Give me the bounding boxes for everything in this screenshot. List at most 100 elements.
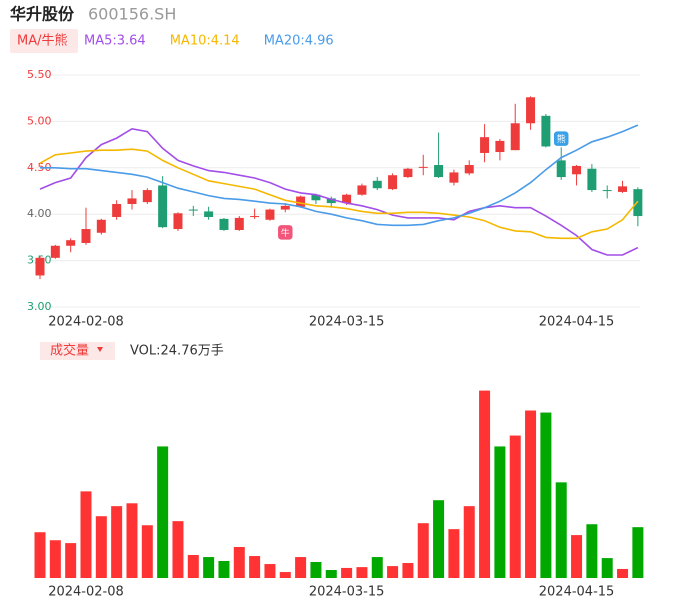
- volume-bar: [525, 410, 537, 578]
- candle-body: [188, 209, 198, 211]
- candle-body: [66, 240, 76, 246]
- candle-body: [388, 175, 398, 190]
- signal-label: 熊: [557, 133, 566, 145]
- vol-button[interactable]: 成交量: [50, 343, 89, 359]
- volume-bar: [325, 569, 337, 578]
- volume-bar: [571, 535, 583, 578]
- signal-icon: [276, 223, 295, 242]
- candle-body: [219, 218, 229, 230]
- candle-body: [418, 166, 428, 168]
- y-tick-label: 5.50: [27, 68, 52, 81]
- volume-bar: [233, 547, 245, 578]
- candle-body: [434, 165, 444, 178]
- candle-body: [464, 165, 474, 174]
- volume-bar: [433, 500, 445, 578]
- volume-bar: [218, 560, 230, 578]
- candle-body: [280, 205, 290, 210]
- candle-body: [633, 189, 643, 217]
- legend-entry: MA5:3.64: [84, 34, 146, 49]
- volume-bar: [157, 446, 169, 578]
- volume-bar: [555, 482, 567, 578]
- x-tick-label: 2024-04-15: [539, 315, 615, 330]
- dropdown-arrow[interactable]: [97, 347, 103, 352]
- candle-body: [541, 115, 551, 147]
- candle-body: [326, 198, 336, 204]
- ma-line: [39, 148, 639, 240]
- volume-bar: [540, 412, 552, 578]
- candle-body: [142, 190, 152, 203]
- candle-body: [96, 219, 106, 233]
- volume-bar: [80, 491, 92, 578]
- volume-bar: [448, 529, 460, 578]
- x-tick-label: 2024-02-08: [48, 585, 124, 600]
- volume-bar: [617, 568, 629, 578]
- candle-body: [403, 168, 413, 178]
- candle-body: [449, 172, 459, 183]
- candle-body: [602, 190, 612, 192]
- x-tick-label: 2024-02-08: [48, 315, 124, 330]
- candle-body: [587, 168, 597, 191]
- candle-body: [81, 229, 91, 243]
- volume-bar: [111, 506, 123, 578]
- volume-bar: [494, 446, 506, 578]
- volume-bar: [586, 524, 598, 578]
- volume-bar: [356, 567, 368, 578]
- volume-bar: [249, 556, 261, 578]
- candle-body: [127, 198, 137, 204]
- ma-button-bg[interactable]: [10, 29, 78, 53]
- ma-button[interactable]: MA/牛熊: [17, 33, 68, 49]
- candle-body: [173, 213, 183, 230]
- vol-button-bg[interactable]: [40, 342, 115, 360]
- candle-body: [480, 137, 490, 153]
- volume-bar: [295, 557, 307, 578]
- volume-bar: [341, 567, 353, 578]
- legend-entry: MA10:4.14: [170, 34, 240, 49]
- volume-bar: [479, 390, 491, 578]
- vol-legend: VOL:24.76万手: [130, 344, 224, 359]
- volume-bar: [34, 532, 46, 578]
- volume-bar: [126, 503, 138, 578]
- y-tick-label: 3.00: [27, 300, 52, 313]
- candle-body: [510, 123, 520, 151]
- stock-code: 600156.SH: [88, 5, 176, 24]
- volume-bar: [172, 521, 184, 578]
- volume-bar: [417, 523, 429, 578]
- candle-body: [265, 209, 275, 220]
- ma-line: [39, 127, 639, 256]
- candle-body: [158, 185, 168, 228]
- candle-body: [311, 194, 321, 201]
- volume-bar: [310, 561, 322, 578]
- candle-body: [495, 140, 505, 153]
- x-tick-label: 2024-04-15: [539, 585, 615, 600]
- y-tick-label: 4.50: [27, 161, 52, 174]
- candle-body: [526, 97, 536, 124]
- volume-bar: [49, 540, 61, 578]
- x-tick-label: 2024-03-15: [309, 585, 385, 600]
- candle-body: [572, 165, 582, 175]
- volume-bar: [95, 516, 107, 578]
- candle-body: [112, 203, 122, 217]
- volume-bar: [65, 543, 77, 578]
- candle-body: [50, 245, 60, 258]
- volume-bar: [402, 563, 414, 578]
- candle-body: [250, 216, 260, 218]
- y-tick-label: 5.00: [27, 114, 52, 127]
- volume-bar: [187, 555, 199, 578]
- volume-bar: [371, 557, 383, 578]
- volume-bar: [509, 435, 521, 578]
- volume-bar: [264, 564, 276, 578]
- candle-body: [357, 185, 367, 195]
- ma-line: [40, 124, 639, 227]
- volume-bar: [141, 525, 153, 578]
- volume-bar: [601, 558, 613, 578]
- volume-bar: [279, 572, 291, 578]
- signal-label: 牛: [281, 227, 290, 239]
- stock-name: 华升股份: [10, 5, 75, 24]
- candle-body: [372, 180, 382, 189]
- volume-bar: [632, 527, 644, 578]
- candle-body: [35, 257, 45, 276]
- candle-body: [234, 217, 244, 230]
- x-tick-label: 2024-03-15: [309, 315, 385, 330]
- candle-body: [342, 194, 352, 204]
